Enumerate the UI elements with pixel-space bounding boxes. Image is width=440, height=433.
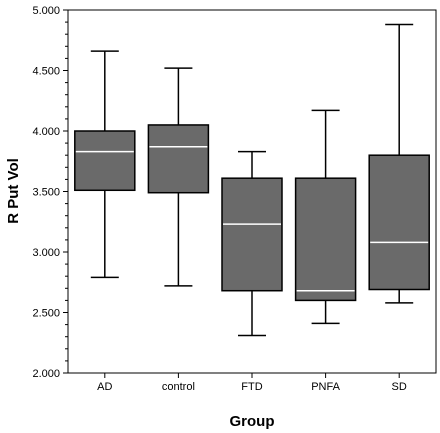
y-tick-label: 2.500 (32, 308, 60, 320)
y-tick-label: 2.000 (32, 368, 60, 380)
y-tick-label: 3.000 (32, 247, 60, 259)
x-tick-label: FTD (241, 381, 262, 393)
box-AD (74, 50, 136, 279)
y-axis: 2.000 2.500 3.000 3.500 4.000 4.500 5.000 (32, 5, 68, 380)
x-axis-title: Group (230, 413, 275, 430)
y-tick-label: 4.000 (32, 126, 60, 138)
iqr-box (147, 124, 210, 194)
x-tick-label: PNFA (311, 381, 340, 393)
y-tick-label: 3.500 (32, 187, 60, 199)
box-FTD (221, 150, 283, 337)
box-control (147, 67, 210, 287)
x-axis: AD control FTD PNFA SD (97, 373, 407, 393)
x-tick-label: control (162, 381, 195, 393)
y-tick-label: 5.000 (32, 5, 60, 17)
box-PNFA (294, 109, 357, 325)
box-SD (368, 23, 430, 304)
y-tick-label: 4.500 (32, 66, 60, 78)
iqr-box (294, 177, 357, 302)
x-tick-label: SD (392, 381, 407, 393)
box-series (74, 23, 430, 337)
iqr-box (74, 130, 136, 192)
iqr-box (368, 154, 430, 291)
y-axis-title: R Put Vol (5, 158, 22, 224)
x-tick-label: AD (97, 381, 112, 393)
iqr-box (221, 177, 283, 292)
